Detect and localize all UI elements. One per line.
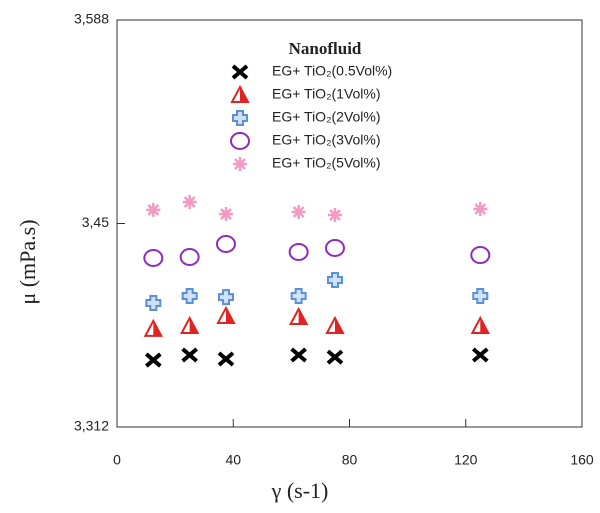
- marker-part: [471, 347, 489, 363]
- marker-part: [145, 294, 162, 311]
- marker: [290, 288, 307, 305]
- marker-part: [225, 307, 234, 323]
- marker-part: [326, 349, 344, 365]
- marker-part: [237, 161, 243, 167]
- marker: [182, 194, 197, 209]
- marker: [324, 238, 345, 257]
- marker: [217, 351, 235, 367]
- marker: [230, 132, 250, 150]
- marker-part: [153, 320, 162, 336]
- marker: [145, 352, 162, 368]
- y-tick-label: 3,312: [74, 418, 109, 434]
- marker: [470, 246, 491, 265]
- legend-label: EG+ TiO₂(3Vol%): [272, 132, 381, 148]
- legend-label: EG+ TiO₂(2Vol%): [272, 109, 381, 125]
- y-axis-label: μ (mPa.s): [15, 219, 40, 304]
- marker-part: [324, 238, 345, 257]
- marker: [181, 347, 198, 363]
- marker-part: [217, 289, 234, 306]
- marker-part: [290, 288, 307, 305]
- marker-part: [217, 351, 235, 367]
- marker: [473, 202, 488, 217]
- marker: [288, 306, 309, 325]
- marker-part: [470, 246, 491, 265]
- marker: [217, 289, 234, 306]
- marker: [216, 305, 236, 324]
- marker-part: [477, 206, 484, 213]
- marker-part: [326, 271, 343, 288]
- marker: [290, 347, 307, 363]
- marker-part: [189, 317, 198, 333]
- marker-part: [230, 132, 250, 150]
- marker: [325, 315, 345, 334]
- marker-part: [334, 317, 343, 333]
- marker: [179, 315, 200, 334]
- marker-part: [331, 211, 338, 218]
- marker: [233, 157, 247, 171]
- marker-part: [143, 249, 164, 268]
- marker: [232, 110, 248, 126]
- marker-part: [150, 206, 157, 213]
- marker-part: [290, 347, 307, 363]
- marker: [145, 294, 162, 311]
- marker-part: [215, 234, 236, 253]
- marker: [179, 247, 200, 266]
- marker: [230, 84, 250, 103]
- marker: [471, 347, 489, 363]
- marker: [470, 315, 490, 334]
- marker-part: [181, 347, 198, 363]
- marker: [472, 288, 489, 305]
- marker: [146, 202, 161, 217]
- marker-part: [232, 110, 248, 126]
- marker: [181, 288, 198, 305]
- legend-label: EG+ TiO₂(5Vol%): [272, 155, 381, 171]
- marker-part: [179, 247, 200, 266]
- plot-frame: [116, 19, 583, 428]
- marker-part: [186, 198, 193, 205]
- y-tick-label: 3,588: [74, 11, 109, 27]
- marker: [327, 207, 342, 222]
- x-tick-label: 0: [113, 452, 121, 468]
- x-tick-label: 80: [342, 452, 358, 468]
- marker: [326, 349, 344, 365]
- legend-label: EG+ TiO₂(1Vol%): [272, 86, 381, 102]
- marker-part: [222, 211, 229, 218]
- marker: [326, 271, 343, 288]
- marker: [143, 318, 163, 337]
- marker-part: [298, 308, 307, 324]
- marker: [291, 204, 306, 219]
- marker-part: [181, 288, 198, 305]
- marker-part: [145, 352, 162, 368]
- marker: [215, 234, 236, 253]
- legend-title: Nanofluid: [289, 39, 362, 58]
- marker: [288, 242, 309, 261]
- marker-part: [480, 317, 489, 333]
- x-axis-label: γ (s-1): [271, 478, 329, 503]
- marker: [143, 249, 164, 268]
- x-tick-label: 40: [225, 452, 241, 468]
- marker-part: [231, 64, 249, 80]
- x-tick-label: 120: [454, 452, 478, 468]
- marker: [231, 64, 249, 80]
- y-tick-label: 3,45: [82, 214, 109, 230]
- marker-part: [240, 87, 248, 102]
- marker-part: [288, 242, 309, 261]
- marker: [218, 207, 233, 222]
- legend-label: EG+ TiO₂(0.5Vol%): [272, 63, 392, 79]
- marker-part: [295, 208, 302, 215]
- marker-part: [472, 288, 489, 305]
- x-tick-label: 160: [570, 452, 594, 468]
